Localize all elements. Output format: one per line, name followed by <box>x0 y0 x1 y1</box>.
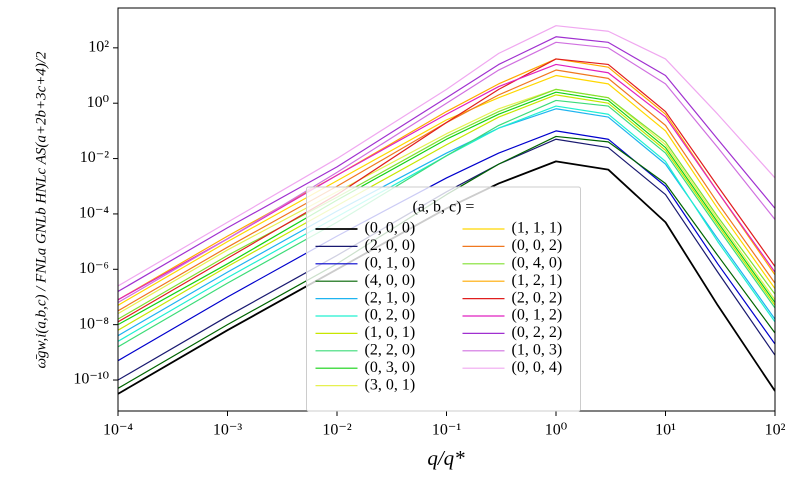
legend-label: (0, 2, 2) <box>512 324 563 341</box>
y-tick-label: 10⁻² <box>80 149 109 166</box>
x-tick-label: 10¹ <box>655 422 676 439</box>
legend-label: (2, 0, 2) <box>512 289 563 306</box>
x-tick-label: 10⁻² <box>322 422 351 439</box>
series-line <box>118 69 775 312</box>
series-line <box>118 138 775 381</box>
series-line <box>118 58 775 323</box>
series-line <box>118 160 775 395</box>
series-line <box>118 99 775 348</box>
x-axis-label: q/q* <box>427 446 465 470</box>
legend-label: (4, 0, 0) <box>365 272 416 289</box>
y-tick-label: 10⁻⁸ <box>79 315 109 332</box>
legend-label: (0, 0, 0) <box>365 220 416 237</box>
x-tick-label: 10⁰ <box>545 422 567 439</box>
legend-label: (1, 0, 3) <box>512 341 563 358</box>
legend-label: (0, 3, 0) <box>365 359 416 376</box>
series-line <box>118 63 775 301</box>
series-line <box>118 25 775 287</box>
series-line <box>118 105 775 342</box>
series-line <box>118 94 775 331</box>
y-tick-label: 10⁰ <box>87 94 109 111</box>
legend-label: (1, 0, 1) <box>365 324 416 341</box>
legend-label: (0, 4, 0) <box>512 254 563 271</box>
series-line <box>118 130 775 362</box>
x-tick-label: 10⁻³ <box>213 422 242 439</box>
series-line <box>118 36 775 292</box>
x-tick-label: 10² <box>765 422 786 439</box>
legend-label: (0, 0, 2) <box>512 237 563 254</box>
series-line <box>118 135 775 389</box>
y-tick-label: 10² <box>88 39 109 56</box>
legend-title: (a, b, c) = <box>413 199 475 216</box>
legend-label: (2, 2, 0) <box>365 341 416 358</box>
legend-label: (1, 1, 1) <box>512 220 563 237</box>
legend-label: (0, 2, 0) <box>365 307 416 324</box>
legend-box <box>306 186 581 412</box>
x-tick-label: 10⁻⁴ <box>103 422 133 439</box>
y-tick-label: 10⁻⁶ <box>79 260 109 277</box>
legend-label: (0, 1, 2) <box>512 307 563 324</box>
legend-label: (0, 0, 4) <box>512 359 563 376</box>
y-axis-label: ω̄gw,i(a,b,c) / FNLa GNLb HNLc AS(a+2b+3… <box>33 51 49 369</box>
series-line <box>118 74 775 306</box>
legend-label: (3, 0, 1) <box>365 376 416 393</box>
x-tick-label: 10⁻¹ <box>432 422 461 439</box>
series-line <box>118 41 775 304</box>
legend-label: (1, 2, 1) <box>512 272 563 289</box>
series-line <box>118 91 775 326</box>
y-tick-label: 10⁻⁴ <box>79 205 109 222</box>
legend-label: (0, 1, 0) <box>365 254 416 271</box>
series-line <box>118 88 775 315</box>
legend-label: (2, 0, 0) <box>365 237 416 254</box>
y-tick-label: 10⁻¹⁰ <box>73 371 109 388</box>
legend-label: (2, 1, 0) <box>365 289 416 306</box>
